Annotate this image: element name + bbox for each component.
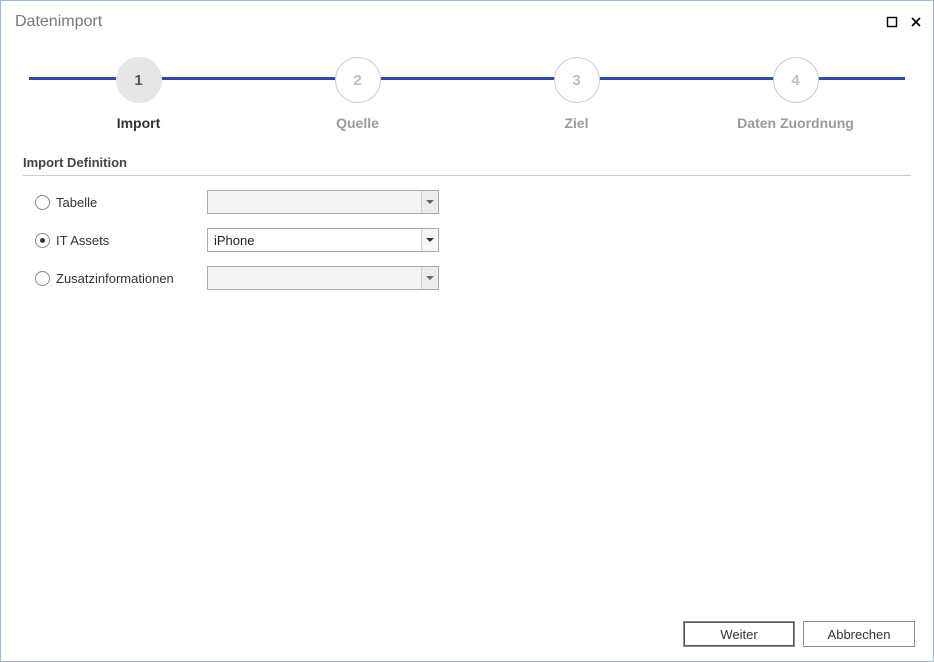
dialog-window: Datenimport 1 2 3 [0, 0, 934, 662]
radio-label: IT Assets [56, 233, 109, 248]
cancel-button[interactable]: Abbrechen [803, 621, 915, 647]
row-it-assets: IT Assets iPhone [35, 228, 485, 252]
section-title: Import Definition [23, 155, 911, 176]
radio-it-assets[interactable]: IT Assets [35, 233, 207, 248]
close-icon[interactable] [909, 15, 923, 29]
step-label-quelle: Quelle [336, 115, 379, 131]
step-label-import: Import [117, 115, 161, 131]
row-zusatzinformationen: Zusatzinformationen [35, 266, 485, 290]
import-definition-form: Tabelle IT Assets iPhone [23, 190, 485, 290]
chevron-down-icon [421, 191, 438, 213]
radio-icon [35, 233, 50, 248]
step-line [577, 77, 796, 80]
button-label: Weiter [720, 627, 757, 642]
radio-label: Zusatzinformationen [56, 271, 174, 286]
step-number: 4 [791, 72, 799, 89]
step-line [358, 77, 577, 80]
content-area: Import Definition Tabelle IT Assets [1, 139, 933, 611]
combo-value: iPhone [208, 229, 421, 251]
combo-zusatzinformationen[interactable] [207, 266, 439, 290]
next-button[interactable]: Weiter [683, 621, 795, 647]
button-label: Abbrechen [828, 627, 891, 642]
combo-it-assets[interactable]: iPhone [207, 228, 439, 252]
step-number: 1 [134, 72, 142, 89]
radio-icon [35, 195, 50, 210]
step-label-daten-zuordnung: Daten Zuordnung [737, 115, 854, 131]
dialog-footer: Weiter Abbrechen [1, 611, 933, 661]
step-line [139, 77, 358, 80]
titlebar: Datenimport [1, 1, 933, 37]
step-number: 3 [572, 72, 580, 89]
step-circle-3[interactable]: 3 [554, 57, 600, 103]
radio-icon [35, 271, 50, 286]
maximize-icon[interactable] [885, 15, 899, 29]
window-title: Datenimport [15, 13, 102, 31]
radio-tabelle[interactable]: Tabelle [35, 195, 207, 210]
step-number: 2 [353, 72, 361, 89]
wizard-stepper: 1 2 3 4 Import Quelle Ziel Daten Zuordnu… [1, 37, 933, 139]
row-tabelle: Tabelle [35, 190, 485, 214]
step-label-ziel: Ziel [564, 115, 588, 131]
step-circle-2[interactable]: 2 [335, 57, 381, 103]
step-circle-4[interactable]: 4 [773, 57, 819, 103]
step-labels: Import Quelle Ziel Daten Zuordnung [29, 115, 905, 139]
combo-value [208, 191, 421, 213]
step-track: 1 2 3 4 [29, 57, 905, 101]
radio-zusatzinformationen[interactable]: Zusatzinformationen [35, 271, 207, 286]
radio-label: Tabelle [56, 195, 97, 210]
chevron-down-icon [421, 267, 438, 289]
chevron-down-icon [421, 229, 438, 251]
window-controls [885, 15, 923, 29]
combo-tabelle[interactable] [207, 190, 439, 214]
combo-value [208, 267, 421, 289]
step-circle-1[interactable]: 1 [116, 57, 162, 103]
